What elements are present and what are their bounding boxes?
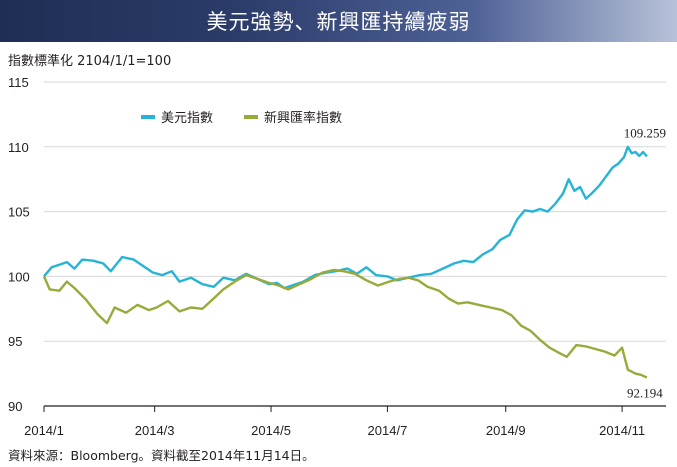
chart-subtitle: 指數標準化 2104/1/1=100 — [8, 54, 172, 69]
title-banner: 美元強勢、新興匯持續疲弱 — [0, 0, 677, 42]
y-tick-label-115: 115 — [8, 75, 29, 90]
x-tick-label-5: 2014/11 — [599, 423, 645, 438]
series-line-1 — [42, 268, 648, 379]
end-label-0: 109.259 — [624, 125, 666, 140]
y-tick-label-100: 100 — [8, 269, 30, 284]
end-labels: 109.259 92.194 — [624, 125, 666, 400]
y-tick-label-105: 105 — [8, 205, 30, 220]
legend-label-0: 美元指數 — [161, 111, 213, 126]
gridlines — [44, 81, 666, 342]
y-tick-label-95: 95 — [8, 334, 22, 349]
x-tick-label-1: 2014/3 — [135, 423, 175, 438]
x-tick-label-4: 2014/9 — [486, 423, 526, 438]
axes: 90 95 100 105 110 115 2014/1 2014/3 2014/5 2014/7… — [8, 75, 666, 438]
legend: 美元指數 新興匯率指數 — [141, 110, 342, 126]
x-tick-label-3: 2014/7 — [368, 423, 408, 438]
series-line-0 — [43, 145, 648, 290]
legend-label-1: 新興匯率指數 — [264, 110, 342, 126]
source-note: 資料來源：Bloomberg。資料截至2014年11月14日。 — [8, 448, 315, 463]
chart-title: 美元強勢、新興匯持續疲弱 — [206, 10, 471, 34]
end-label-1: 92.194 — [627, 386, 663, 401]
y-tick-label-90: 90 — [8, 399, 22, 414]
x-tick-label-2: 2014/5 — [251, 423, 291, 438]
series-lines — [42, 145, 648, 379]
y-tick-label-110: 110 — [8, 140, 29, 155]
x-tick-label-0: 2014/1 — [24, 423, 64, 438]
